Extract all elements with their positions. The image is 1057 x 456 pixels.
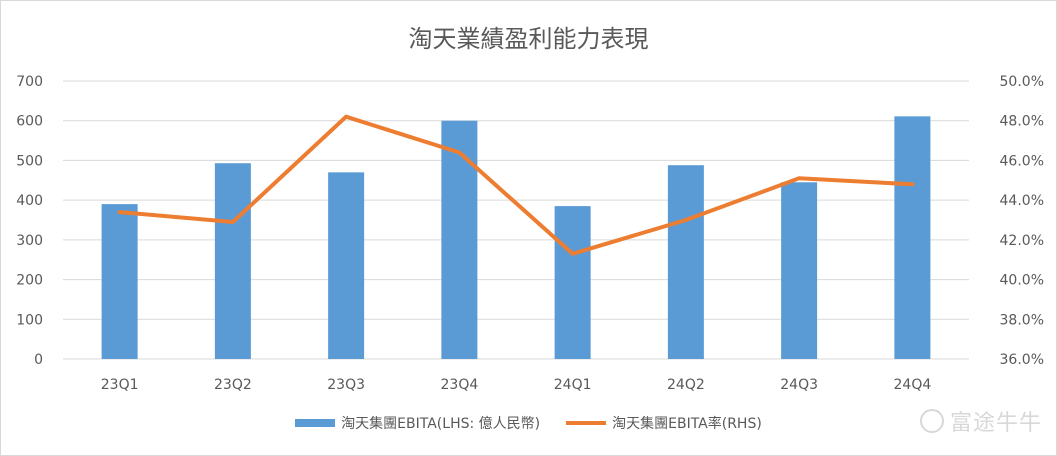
x-tick-label: 23Q4 bbox=[441, 377, 479, 393]
watermark-text: 富途牛牛 bbox=[949, 411, 1042, 436]
y-right-tick-label: 36.0% bbox=[1000, 352, 1044, 368]
legend-item-ebita-rate: 淘天集團EBITA率(RHS) bbox=[566, 413, 762, 433]
y-left-tick-label: 700 bbox=[16, 74, 43, 90]
y-right-tick-label: 48.0% bbox=[1000, 114, 1044, 130]
x-tick-label: 23Q1 bbox=[101, 377, 139, 393]
bar bbox=[554, 206, 591, 359]
chart-legend: 淘天集團EBITA(LHS: 億人民幣) 淘天集團EBITA率(RHS) bbox=[1, 413, 1056, 433]
y-right-tick-label: 44.0% bbox=[1000, 193, 1044, 209]
y-left-tick-label: 500 bbox=[16, 153, 43, 169]
y-left-tick-label: 400 bbox=[16, 193, 43, 209]
y-left-tick-label: 300 bbox=[16, 233, 43, 249]
y-right-tick-label: 42.0% bbox=[1000, 233, 1044, 249]
futu-logo-icon bbox=[919, 409, 944, 433]
ebita-rate-line bbox=[117, 114, 915, 256]
legend-bar-swatch bbox=[295, 419, 336, 427]
bar bbox=[894, 116, 931, 360]
y-right-tick-label: 50.0% bbox=[1000, 74, 1044, 90]
x-tick-label: 24Q4 bbox=[894, 377, 932, 393]
legend-item-ebita: 淘天集團EBITA(LHS: 億人民幣) bbox=[295, 413, 540, 433]
legend-label-ebita-rate: 淘天集團EBITA率(RHS) bbox=[612, 416, 762, 432]
bar bbox=[101, 204, 138, 359]
x-tick-label: 24Q3 bbox=[780, 377, 818, 393]
y-left-tick-label: 100 bbox=[16, 312, 43, 328]
legend-label-ebita: 淘天集團EBITA(LHS: 億人民幣) bbox=[341, 416, 541, 432]
bar bbox=[328, 172, 365, 359]
chart-title: 淘天業績盈利能力表現 bbox=[408, 25, 649, 53]
x-tick-label: 23Q2 bbox=[214, 377, 252, 393]
y-left-tick-label: 0 bbox=[34, 352, 43, 368]
y-left-tick-label: 200 bbox=[16, 273, 43, 289]
y-right-tick-label: 38.0% bbox=[1000, 312, 1044, 328]
x-tick-label: 24Q2 bbox=[667, 377, 705, 393]
bar bbox=[214, 163, 251, 359]
legend-line-swatch bbox=[566, 421, 607, 425]
y-left-tick-label: 600 bbox=[16, 114, 43, 130]
bar bbox=[441, 120, 478, 359]
x-tick-label: 24Q1 bbox=[554, 377, 592, 393]
watermark: 富途牛牛 bbox=[919, 405, 1042, 437]
bar bbox=[781, 182, 818, 359]
y-right-tick-label: 40.0% bbox=[1000, 273, 1044, 289]
y-right-tick-label: 46.0% bbox=[1000, 153, 1044, 169]
x-tick-label: 23Q3 bbox=[327, 377, 365, 393]
bar bbox=[667, 165, 704, 359]
